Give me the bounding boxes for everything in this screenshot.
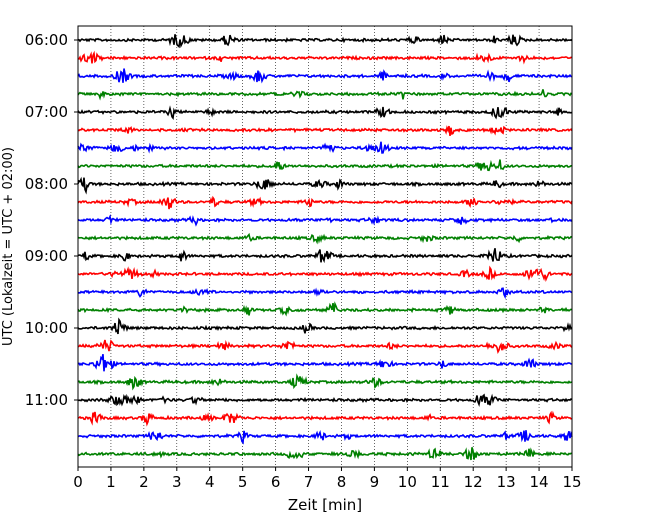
y-tick-label: 08:00 [25,175,68,193]
x-tick-label: 8 [337,473,347,491]
trace-1045 [77,373,573,391]
x-tick-label: 2 [139,473,149,491]
trace-0930 [77,287,573,300]
y-axis-ticks: 06:00 07:00 08:00 09:00 10:00 11:00 [25,31,78,409]
y-tick-label: 09:00 [25,247,68,265]
y-tick-label: 11:00 [25,391,68,409]
trace-0630 [77,68,573,84]
trace-1145 [77,447,573,461]
trace-1015 [77,339,573,355]
x-tick-label: 3 [172,473,182,491]
x-tick-label: 9 [370,473,380,491]
trace-1115 [77,410,573,427]
trace-0700 [77,105,573,120]
x-tick-label: 5 [238,473,248,491]
trace-0915 [77,265,573,282]
x-tick-label: 10 [398,473,417,491]
seismic-traces [77,34,573,461]
x-tick-label: 4 [205,473,215,491]
y-tick-label: 07:00 [25,103,68,121]
x-tick-label: 11 [431,473,450,491]
trace-1130 [77,429,573,445]
trace-0945 [77,301,573,317]
y-tick-label: 06:00 [25,31,68,49]
plot-frame [77,25,573,468]
x-tick-label: 7 [304,473,314,491]
x-axis-ticks: 0 1 2 3 4 5 6 7 8 9 10 11 12 13 14 15 [73,467,582,491]
trace-0815 [77,195,573,210]
trace-0900 [77,248,573,264]
trace-0645 [77,89,573,101]
trace-0845 [77,232,573,245]
x-tick-label: 14 [530,473,549,491]
x-tick-label: 0 [73,473,83,491]
trace-0830 [77,214,573,227]
trace-0715 [77,125,573,137]
trace-0730 [77,141,573,154]
y-axis-title: UTC (Lokalzeit = UTC + 02:00) [1,147,16,346]
trace-1030 [77,353,573,372]
x-tick-label: 13 [497,473,516,491]
trace-0800 [77,176,573,195]
trace-0600 [77,34,573,49]
trace-1000 [77,317,573,335]
y-tick-label: 10:00 [25,319,68,337]
x-tick-label: 6 [271,473,281,491]
x-tick-label: 15 [562,473,581,491]
x-axis-title: Zeit [min] [288,496,362,514]
x-tick-label: 1 [106,473,116,491]
trace-0615 [77,50,573,65]
trace-1100 [77,393,573,407]
x-tick-label: 12 [464,473,483,491]
trace-0745 [77,159,573,172]
